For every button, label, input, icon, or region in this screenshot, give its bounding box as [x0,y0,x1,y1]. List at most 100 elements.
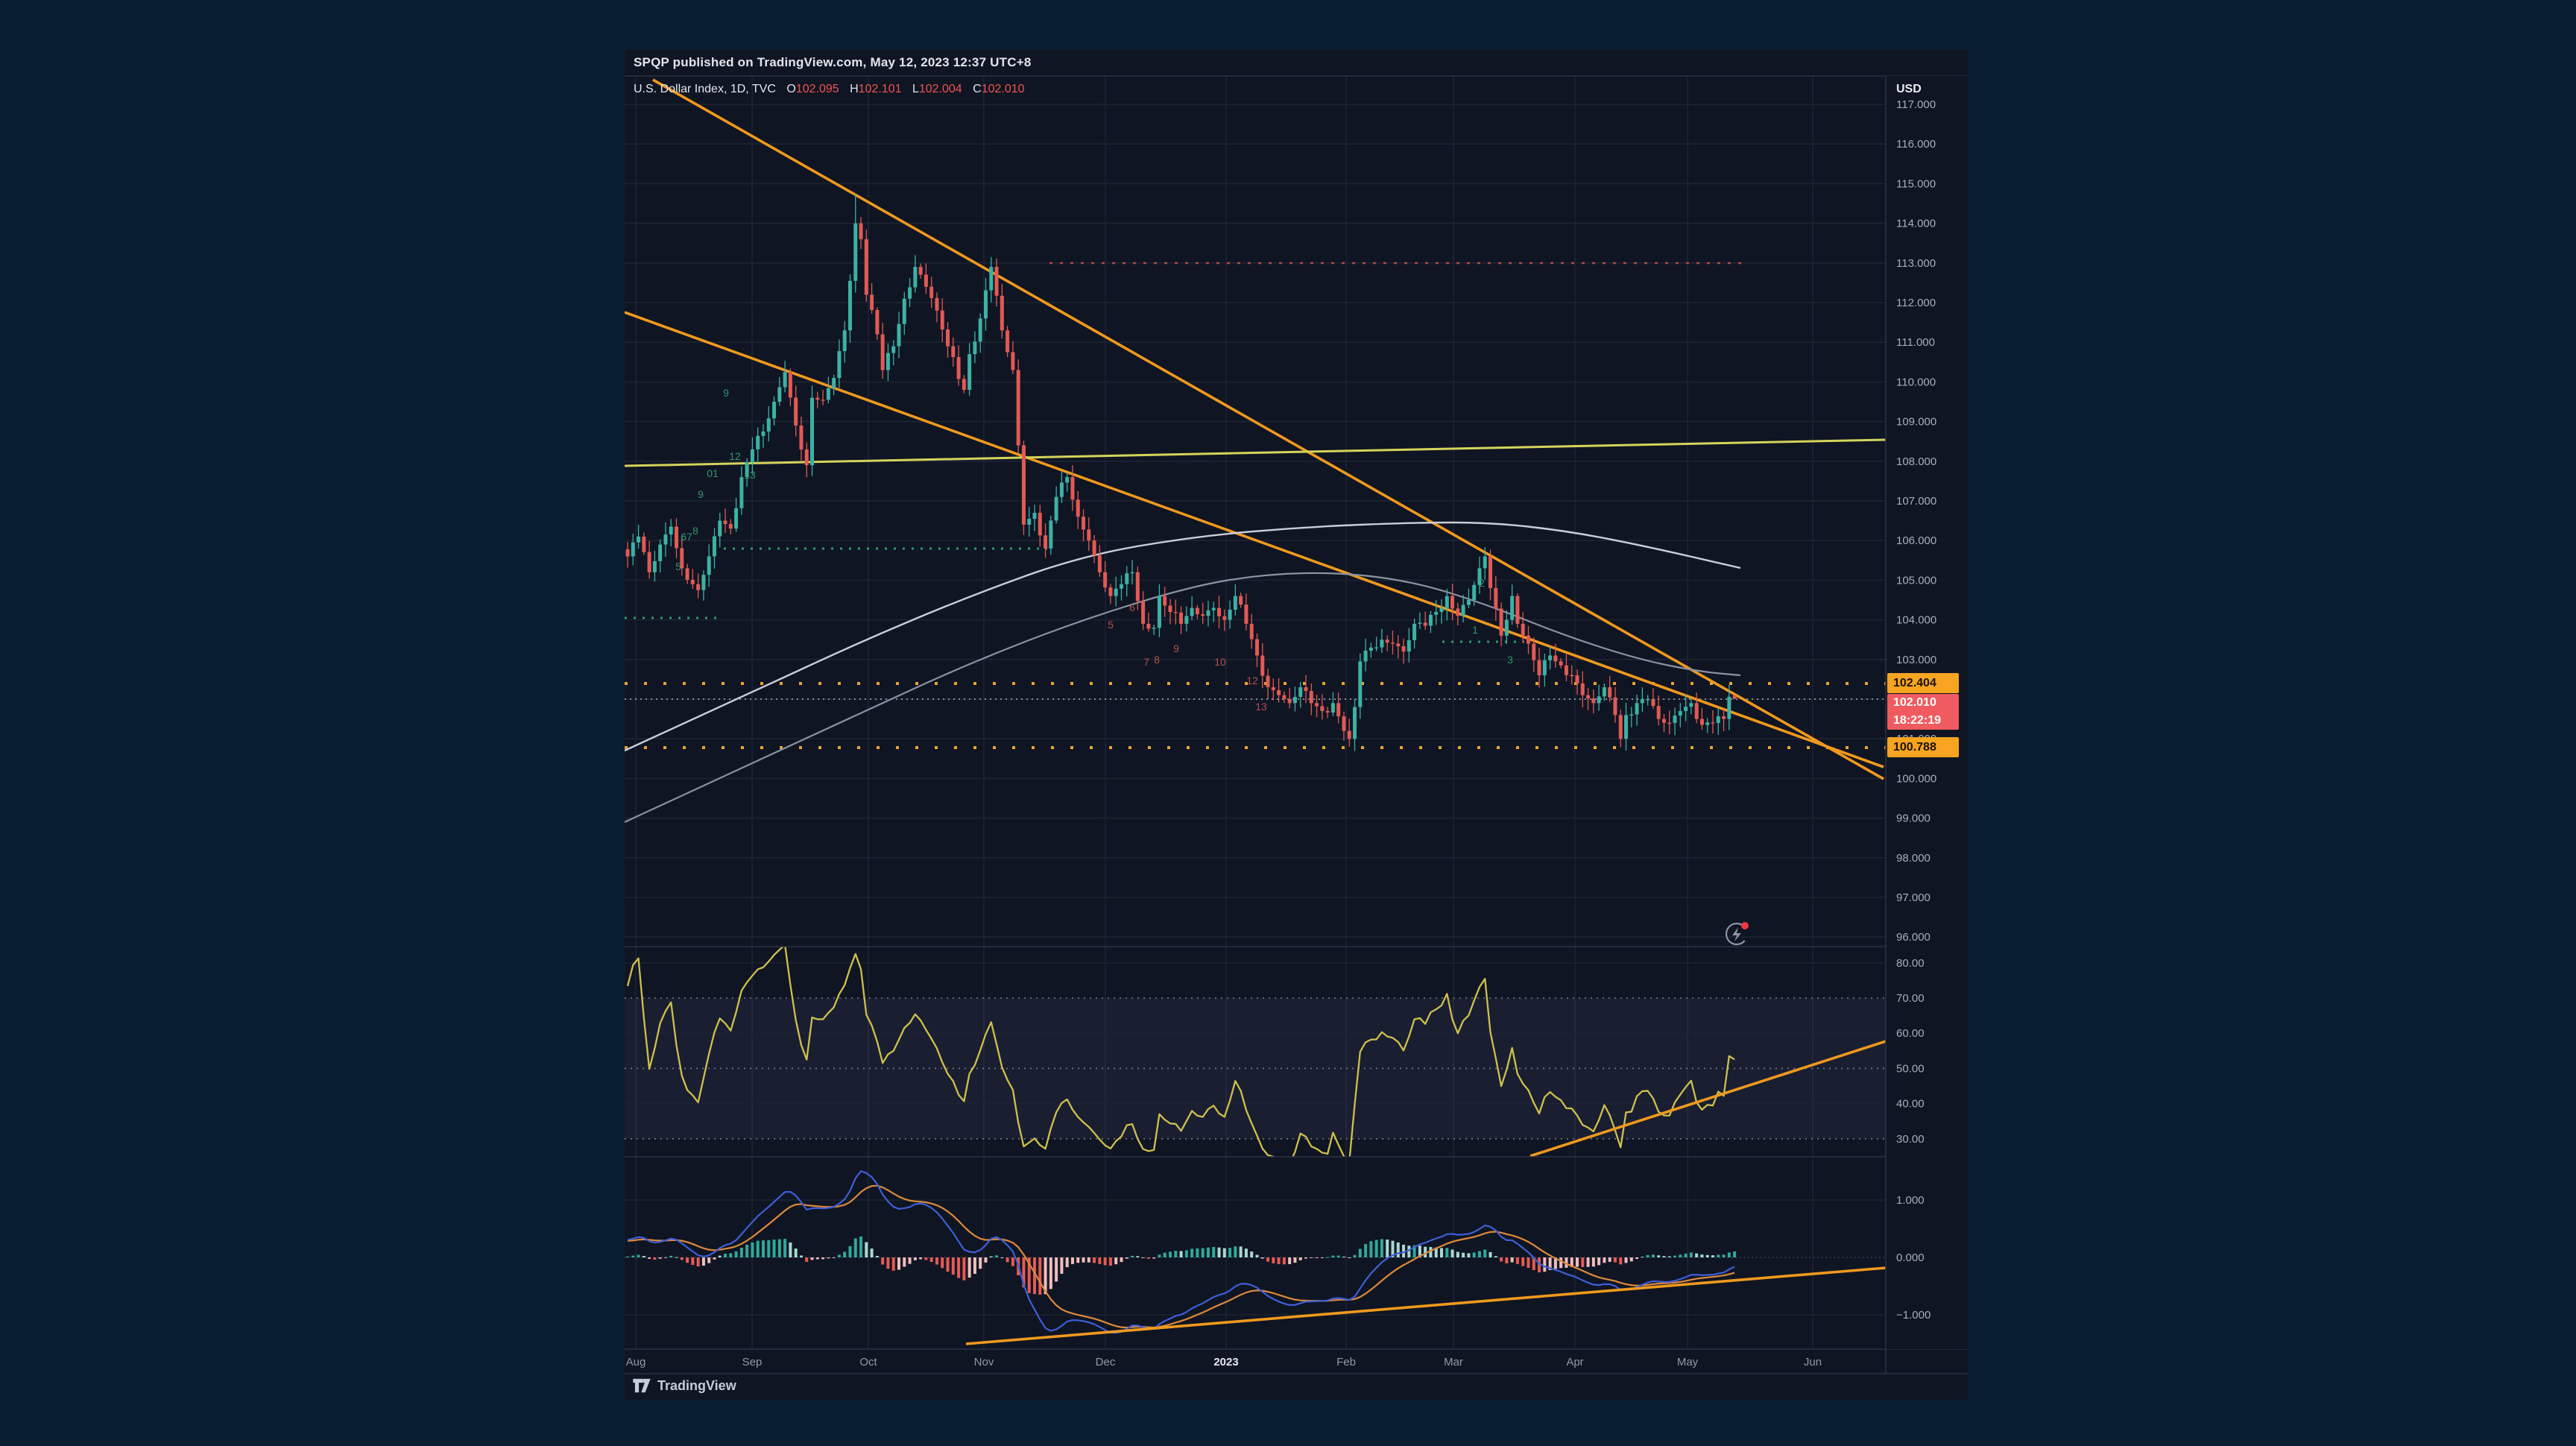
ohlc-high-label: H [850,83,859,95]
vertical-gridlines [635,76,1813,1349]
price-label-117: 117.000 [1896,98,1936,111]
td-number-2: 2 [1479,577,1485,589]
macd-histogram [626,1236,1737,1295]
price-label-109: 109.000 [1896,416,1936,429]
time-label-Apr: Apr [1566,1356,1583,1368]
publish-header: SPQP published on TradingView.com, May 1… [634,55,1032,69]
price-label-115: 115.000 [1896,177,1936,190]
price-label-96: 96.000 [1896,931,1931,944]
td-number-5: 5 [675,561,681,572]
td-number-12: 12 [729,450,741,462]
td-number-67: 67 [681,531,692,543]
price-label-113: 113.000 [1896,257,1936,270]
rsi-label-30: 30.00 [1896,1133,1925,1146]
price-label-110: 110.000 [1896,376,1936,388]
time-label-Mar: Mar [1444,1356,1463,1368]
time-label-May: May [1677,1356,1699,1368]
macd-pane[interactable] [625,1170,1886,1345]
ohlc-open-label: O [786,83,796,95]
tradingview-logo-text: TradingView [657,1377,736,1393]
rsi-trendline [1530,1040,1886,1157]
ohlc-low-value: 102.004 [918,83,962,95]
countdown-timer: 18:22:19 [1893,714,1942,727]
ma-fast-line [625,572,1741,823]
time-label-Jun: Jun [1804,1356,1822,1368]
price-label-112: 112.000 [1896,297,1936,309]
price-label-97: 97.000 [1896,891,1931,904]
candlestick-series[interactable] [625,193,1737,751]
td-number-01: 01 [707,467,719,479]
price-label-99: 99.000 [1896,812,1931,825]
ohlc-open-value: 102.095 [795,83,839,95]
td-number-13: 13 [744,469,756,481]
trendline-descending-steep[interactable] [652,78,1884,780]
price-label-103: 103.000 [1896,654,1936,666]
ma-slow-line [625,521,1741,752]
rsi-label-80: 80.00 [1896,957,1925,970]
ohlc-close-value: 102.010 [981,83,1025,95]
time-label-Sep: Sep [742,1356,763,1368]
tradingview-chart-widget: 5 67 8 9 01 12 13 9 1 2 3 5 6 7 8 9 10 12 13 117.000 116.000… [625,50,1968,1400]
macd-trendline [965,1266,1886,1345]
price-label-108: 108.000 [1896,455,1936,468]
ohlc-low-label: L [912,83,919,95]
macd-label-0: 0.000 [1896,1251,1925,1264]
time-label-Nov: Nov [974,1356,994,1368]
td-number-8: 8 [1154,654,1160,666]
notification-dot [1741,922,1749,929]
time-label-Aug: Aug [626,1356,646,1368]
price-label-104: 104.000 [1896,614,1936,627]
price-level-label-upper: 102.404 [1887,673,1959,693]
td-number-3: 3 [1507,654,1513,666]
time-label-Feb: Feb [1336,1356,1356,1368]
tradingview-logo-icon [633,1378,651,1393]
rsi-label-50: 50.00 [1896,1062,1925,1075]
td-number-1: 1 [1472,624,1478,636]
symbol-title[interactable]: U.S. Dollar Index, 1D, TVC [634,83,776,95]
macd-line [627,1170,1735,1334]
price-label-105: 105.000 [1896,574,1936,587]
time-label-2023: 2023 [1213,1356,1238,1368]
price-label-107: 107.000 [1896,495,1936,508]
rsi-label-40: 40.00 [1896,1098,1925,1111]
td-number-9: 9 [723,387,729,399]
rsi-label-60: 60.00 [1896,1027,1925,1040]
flash-icon[interactable] [1722,919,1751,948]
price-label-98: 98.000 [1896,852,1931,865]
rsi-pane[interactable] [625,945,1886,1164]
macd-label--1: −1.000 [1896,1309,1931,1322]
rsi-band [625,998,1886,1139]
td-number-7: 7 [1143,656,1149,668]
price-label-100: 100.000 [1896,772,1936,785]
td-number-8: 8 [692,525,698,537]
last-price-label: 102.010 18:22:19 [1887,694,1959,730]
td-number-13: 13 [1255,701,1267,713]
symbol-legend[interactable]: U.S. Dollar Index, 1D, TVC O102.095 H102… [634,83,1025,96]
price-label-106: 106.000 [1896,534,1936,547]
price-label-114: 114.000 [1896,218,1936,230]
last-price-value: 102.010 [1893,696,1936,709]
td-number-12: 12 [1246,675,1258,686]
macd-signal-line [627,1184,1735,1329]
ohlc-close-label: C [973,83,982,95]
tradingview-logo[interactable]: TradingView [632,1377,736,1394]
widget-background [625,50,1968,1400]
price-axis-currency: USD [1896,83,1922,95]
td-number-10: 10 [1214,656,1226,668]
price-label-116: 116.000 [1896,138,1936,151]
rsi-line [626,947,1735,1157]
price-label-111: 111.000 [1896,336,1935,349]
ohlc-high-value: 102.101 [858,83,902,95]
macd-label-1: 1.000 [1896,1194,1925,1207]
td-number-9: 9 [698,488,704,500]
price-level-label-lower: 100.788 [1887,737,1959,757]
time-axis[interactable]: Aug Sep Oct Nov Dec 2023 Feb Mar Apr May Jun [626,1356,1822,1368]
rsi-label-70: 70.00 [1896,992,1925,1005]
time-label-Oct: Oct [859,1356,877,1368]
trendline-ascending-yellow[interactable] [625,438,1886,467]
time-label-Dec: Dec [1096,1356,1116,1368]
